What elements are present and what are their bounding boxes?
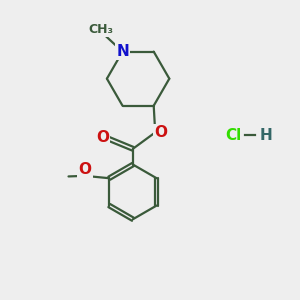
Text: H: H bbox=[260, 128, 272, 142]
Text: O: O bbox=[96, 130, 109, 145]
Text: O: O bbox=[78, 162, 92, 177]
Text: N: N bbox=[116, 44, 129, 59]
Text: Cl: Cl bbox=[225, 128, 241, 142]
Text: O: O bbox=[154, 125, 167, 140]
Text: CH₃: CH₃ bbox=[88, 23, 114, 36]
